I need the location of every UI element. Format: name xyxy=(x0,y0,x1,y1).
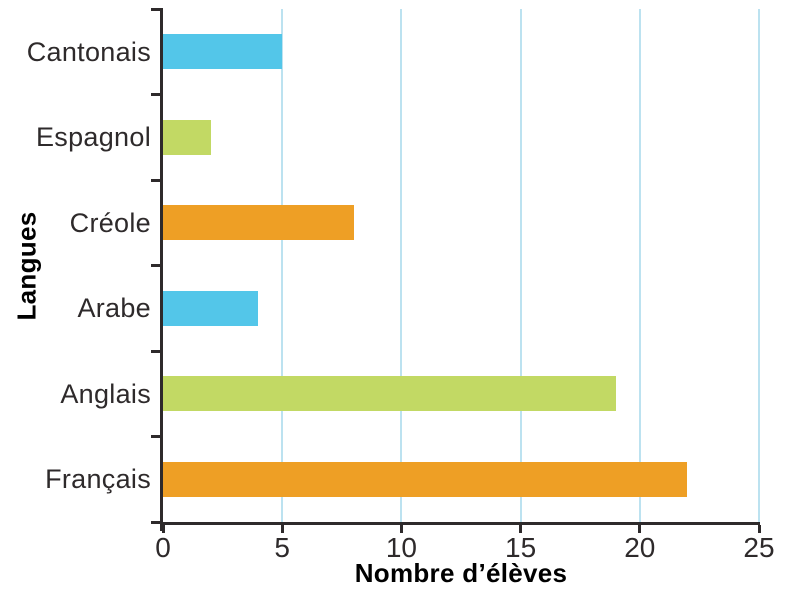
bar-cantonais xyxy=(163,34,283,70)
y-tick xyxy=(151,264,163,267)
x-tick-label: 25 xyxy=(743,532,775,563)
bar-français xyxy=(163,461,688,497)
bar-espagnol xyxy=(163,119,211,155)
category-label: Anglais xyxy=(60,378,151,409)
x-tick-label: 20 xyxy=(624,532,656,563)
y-tick xyxy=(151,7,163,11)
x-tick-label: 0 xyxy=(155,532,171,563)
category-label: Créole xyxy=(69,207,151,238)
x-tick xyxy=(399,525,403,533)
x-tick xyxy=(280,525,284,533)
x-axis-title: Nombre d’élèves xyxy=(354,558,568,588)
y-tick xyxy=(151,435,163,438)
y-tick xyxy=(151,520,163,524)
x-tick-label: 5 xyxy=(274,532,290,563)
x-tick xyxy=(161,525,165,533)
category-label: Arabe xyxy=(77,293,151,324)
x-tick-label: 10 xyxy=(385,532,417,563)
bar-arabe xyxy=(163,290,259,326)
category-label: Français xyxy=(45,464,151,495)
y-tick xyxy=(151,178,163,182)
y-axis-line xyxy=(160,9,163,531)
gridline xyxy=(519,9,522,522)
gridline xyxy=(281,9,284,522)
category-label: Cantonais xyxy=(26,36,151,67)
bar-créole xyxy=(163,205,354,241)
gridline xyxy=(400,9,403,522)
bar-anglais xyxy=(163,376,616,412)
y-tick xyxy=(151,349,163,353)
x-tick xyxy=(638,525,642,533)
x-tick xyxy=(519,525,523,533)
x-tick xyxy=(757,525,761,533)
gridline xyxy=(758,9,760,522)
x-tick-label: 15 xyxy=(505,532,537,563)
gridline xyxy=(638,9,641,522)
category-label: Espagnol xyxy=(36,122,151,153)
y-axis-title: Langues xyxy=(11,211,42,321)
x-axis-line xyxy=(160,522,760,525)
y-tick xyxy=(151,93,163,96)
